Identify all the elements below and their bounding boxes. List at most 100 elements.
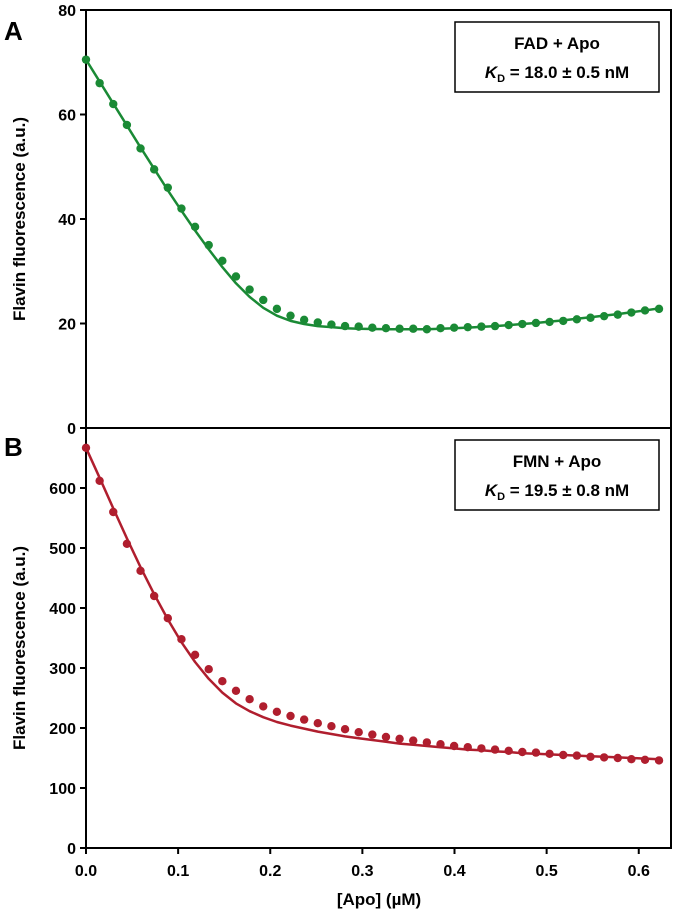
panel-a-kd-label: KD = 18.0 ± 0.5 nM: [485, 63, 629, 85]
panel-b-data-point: [327, 722, 336, 731]
x-tick-label: 0.0: [75, 863, 97, 880]
panel-b-data-point: [490, 745, 500, 754]
panel-b-legend-box: [454, 439, 660, 511]
panel-b-data-point: [204, 665, 213, 674]
panel-b-data-point: [149, 591, 159, 601]
panel-a-data-point: [149, 165, 159, 174]
panel-b-y-axis-title: Flavin fluorescence (a.u.): [10, 546, 29, 750]
panel-b-data-point: [231, 686, 241, 695]
panel-b-kd-symbol: K: [485, 481, 499, 500]
panel-a-data-point: [395, 324, 404, 333]
panel-b-data-point: [259, 702, 268, 711]
panel-b-data-point: [313, 719, 322, 728]
panel-b-data-point: [340, 725, 350, 734]
x-axis: 0.0 0.1 0.2 0.3 0.4 0.5 0.6: [75, 848, 650, 880]
panel-a-data-point: [286, 311, 295, 320]
panel-a-y-axis-title: Flavin fluorescence (a.u.): [10, 117, 29, 321]
panel-b-data-point: [177, 635, 186, 644]
panel-a-data-point: [136, 144, 145, 153]
panel-a-data-point: [272, 304, 282, 314]
panel-a-data-points: [81, 55, 664, 334]
panel-a-data-point: [95, 78, 104, 88]
panel-b-letter: B: [4, 432, 23, 462]
panel-b-data-point: [190, 650, 200, 659]
panel-b-data-point: [559, 750, 568, 760]
x-tick-label: 0.6: [628, 863, 650, 880]
panel-a-data-point: [218, 256, 227, 265]
panel-b-data-point: [395, 734, 404, 743]
panel-a-data-point: [327, 320, 336, 329]
panel-b-y-tick-label: 600: [49, 481, 76, 498]
x-axis-title: [Apo] (µM): [337, 890, 421, 909]
panel-a-data-point: [422, 325, 432, 334]
panel-b-kd-label: KD = 19.5 ± 0.8 nM: [485, 481, 629, 503]
panel-a-data-point: [545, 317, 554, 327]
panel-a-y-tick-label: 80: [58, 3, 76, 20]
panel-a-data-point: [231, 272, 241, 281]
panel-b-kd-value: = 19.5 ± 0.8 nM: [505, 481, 629, 500]
panel-b-data-point: [218, 677, 227, 686]
panel-a-data-point: [81, 55, 91, 64]
panel-a-chart: A 0 20 40 60 80 Flavin fluorescence (a.u.) F…: [4, 3, 672, 438]
panel-a-data-point: [368, 323, 377, 332]
panel-b-data-point: [422, 738, 432, 747]
panel-a-y-tick-label: 40: [58, 212, 76, 229]
panel-b-data-point: [354, 728, 363, 737]
panel-b-data-point: [586, 752, 595, 761]
panel-b-data-point: [531, 748, 541, 757]
panel-b-y-axis: 0 100 200 300 400 500 600: [49, 481, 86, 858]
panel-a-data-point: [559, 316, 568, 326]
panel-b-y-tick-label: 0: [67, 841, 76, 858]
panel-a-data-point: [177, 204, 186, 213]
panel-a-data-point: [518, 319, 527, 329]
panel-b-data-point: [109, 507, 118, 517]
panel-b-kd-subscript: D: [497, 491, 505, 503]
panel-a-kd-subscript: D: [497, 73, 505, 85]
panel-a-kd-symbol: K: [485, 63, 499, 82]
panel-a-data-point: [463, 322, 472, 332]
panel-a-data-point: [504, 320, 513, 330]
panel-a-legend: FAD + Apo KD = 18.0 ± 0.5 nM: [454, 21, 660, 93]
panel-b-data-point: [627, 755, 636, 764]
panel-b-plot-frame: [85, 427, 672, 849]
panel-b-data-point: [122, 539, 132, 548]
x-tick-label: 0.2: [259, 863, 281, 880]
panel-a-data-point: [436, 324, 445, 333]
panel-b-data-point: [545, 749, 554, 758]
panel-b-data-point: [381, 732, 391, 742]
panel-b-data-point: [572, 751, 582, 760]
panel-b-data-point: [245, 695, 254, 704]
panel-b-data-point: [272, 707, 282, 716]
panel-a-data-point: [599, 311, 609, 321]
panel-a-y-tick-label: 60: [58, 108, 76, 125]
panel-a-data-point: [299, 315, 309, 325]
panel-b-data-point: [299, 715, 309, 724]
panel-a-data-point: [245, 285, 254, 294]
panel-b-chart: B 0 100 200 300 400 500 600 0.0 0.1 0.2 0.3 0.4 0.5…: [4, 427, 672, 909]
panel-a-data-point: [340, 321, 350, 331]
panel-b-y-tick-label: 500: [49, 541, 76, 558]
panel-b-data-point: [463, 743, 472, 752]
panel-a-fit-curve: [84, 58, 660, 331]
panel-b-data-point: [409, 736, 418, 745]
panel-a-data-point: [354, 322, 363, 331]
panel-b-y-tick-label: 200: [49, 721, 76, 738]
panel-a-data-point: [654, 304, 664, 314]
panel-a-data-point: [640, 306, 650, 315]
panel-a-data-point: [190, 222, 200, 232]
panel-b-data-point: [436, 740, 445, 749]
panel-a-data-point: [449, 323, 459, 332]
panel-a-y-tick-label: 0: [67, 421, 76, 438]
panel-a-data-point: [477, 322, 486, 331]
x-tick-label: 0.5: [536, 863, 558, 880]
panel-a-fit-line: [84, 58, 660, 331]
panel-b-data-point: [286, 711, 295, 721]
panel-b-data-point: [368, 730, 377, 739]
panel-b-data-point: [477, 744, 486, 753]
panel-a-legend-title: FAD + Apo: [514, 34, 600, 53]
panel-a-letter: A: [4, 16, 23, 46]
panel-b-data-point: [95, 476, 104, 485]
panel-a-data-point: [109, 99, 118, 109]
panel-a-kd-value: = 18.0 ± 0.5 nM: [505, 63, 629, 82]
